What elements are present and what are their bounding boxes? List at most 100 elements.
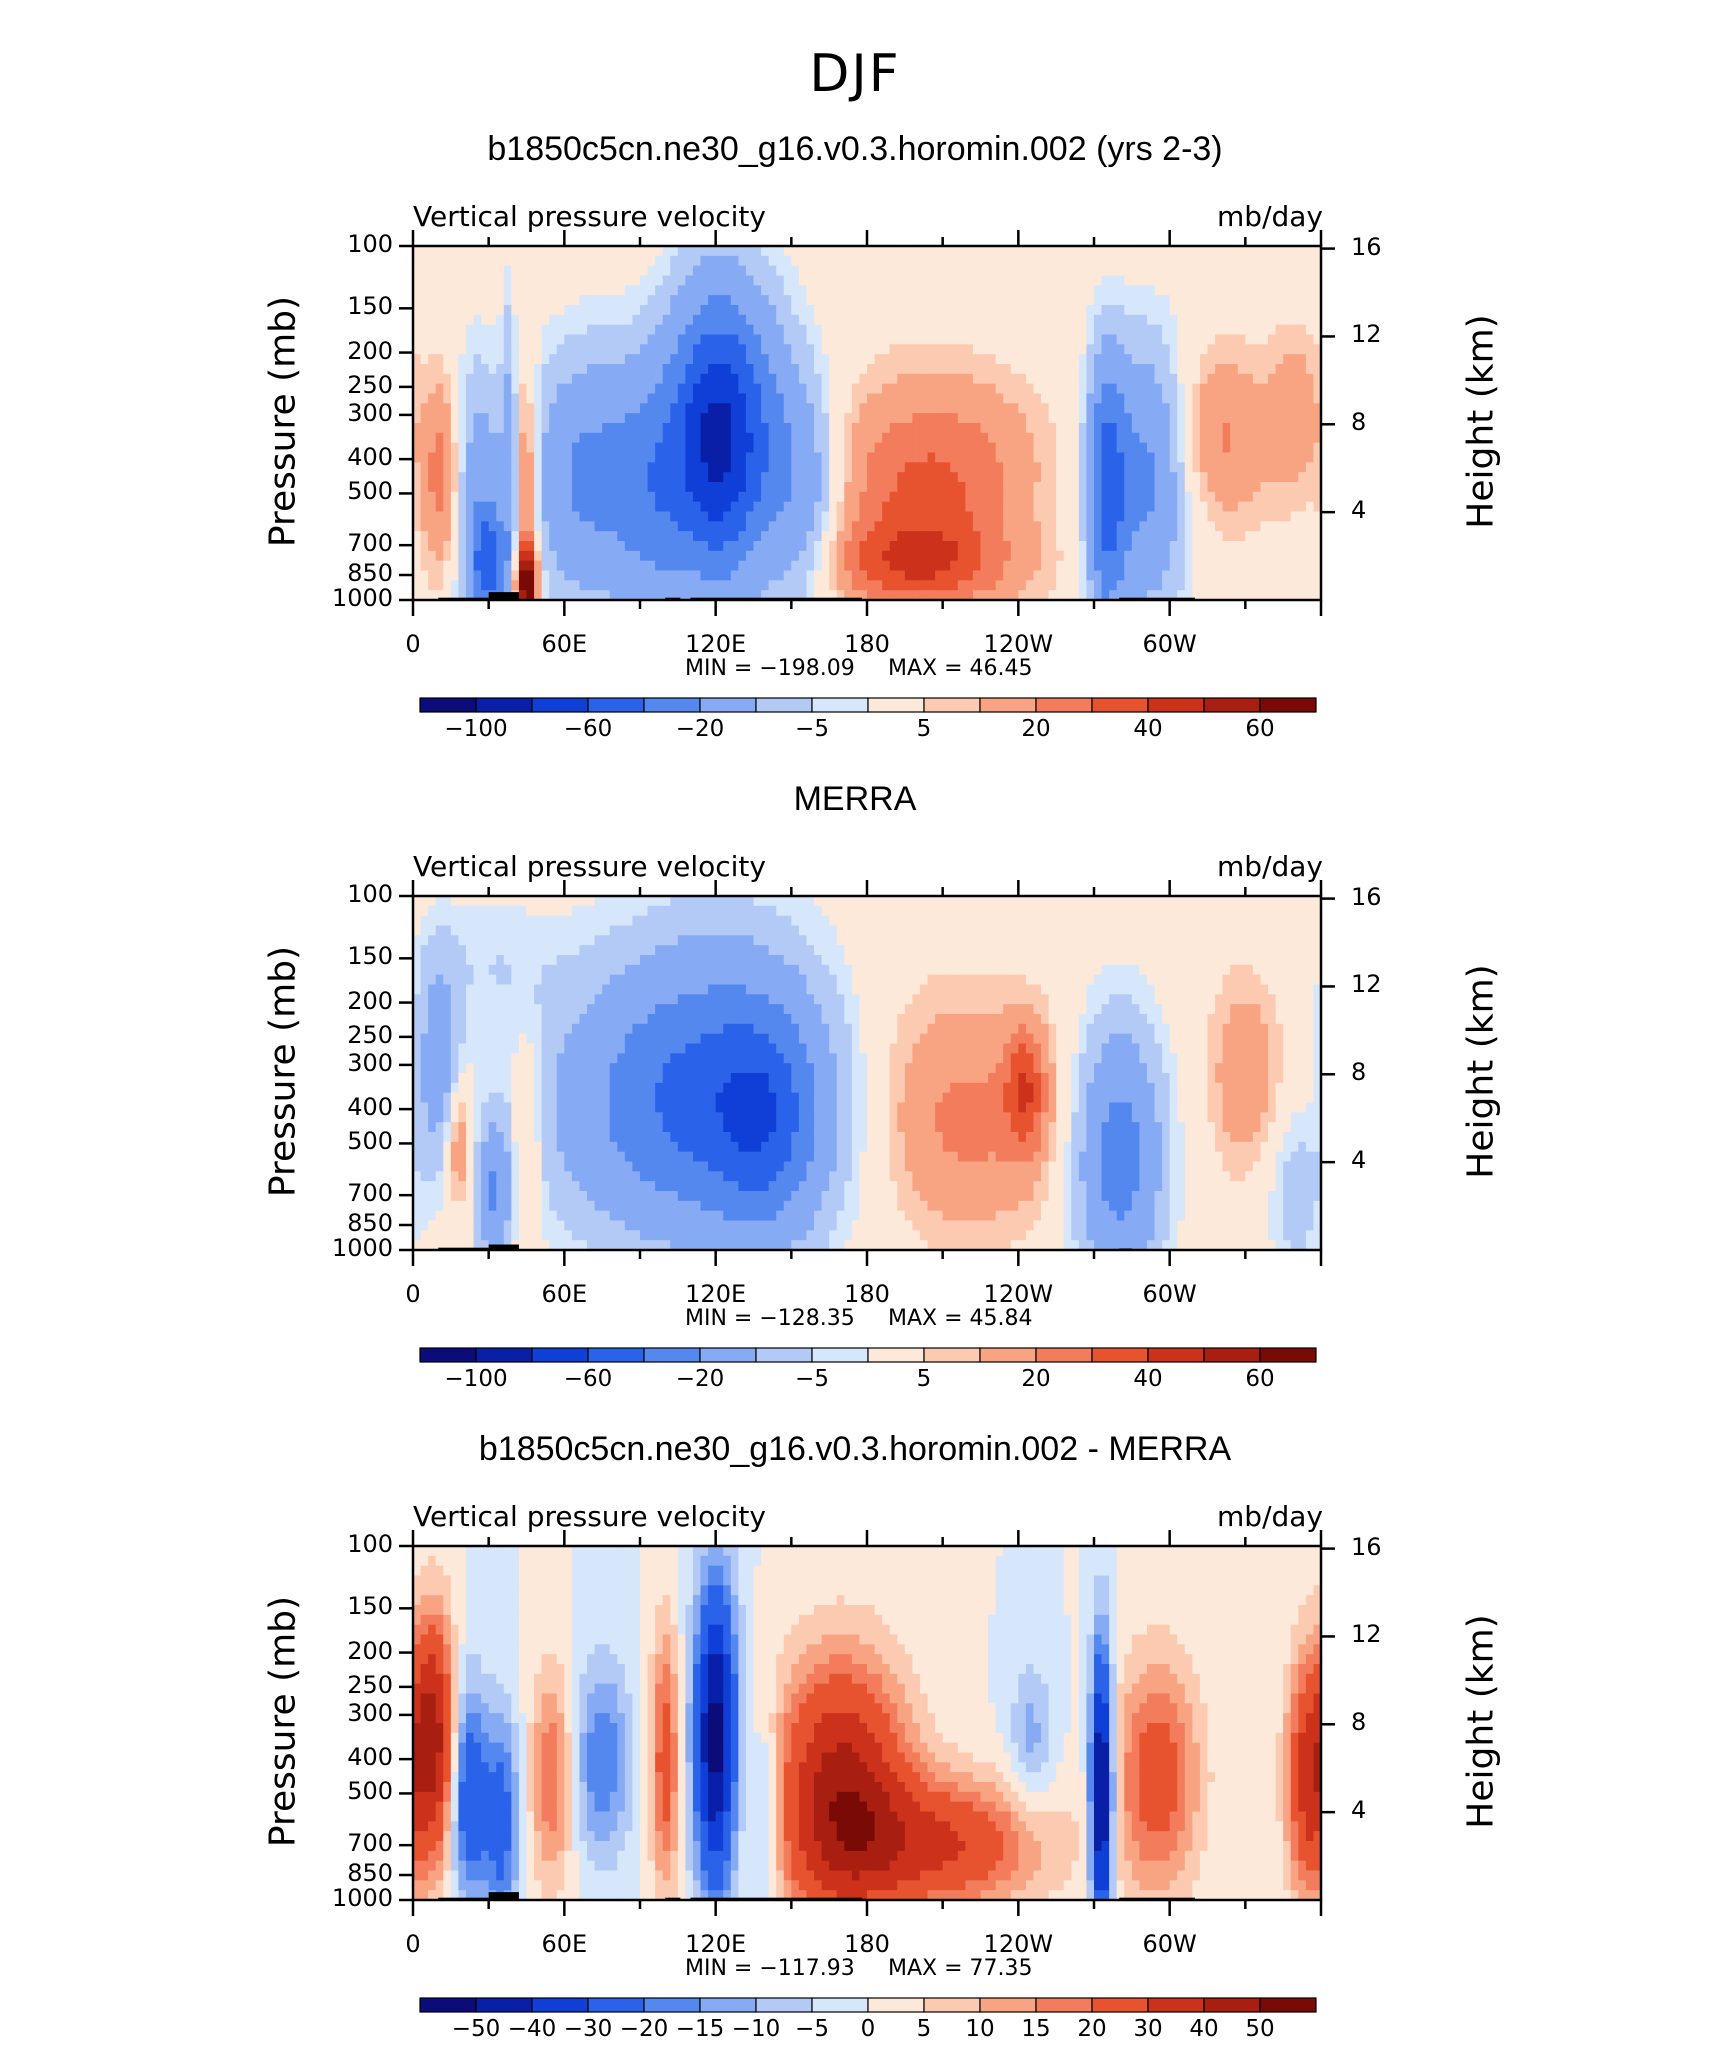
heat-cell (1306, 482, 1314, 492)
heat-cell (1185, 916, 1193, 926)
heat-cell (973, 354, 981, 364)
heat-cell (1291, 315, 1299, 325)
heat-cell (1185, 580, 1193, 590)
heat-cell (579, 394, 587, 404)
heat-cell (587, 492, 595, 502)
heat-cell (1094, 394, 1102, 404)
heat-cell (1071, 423, 1079, 433)
heat-cell (436, 482, 444, 492)
heat-cell (1109, 423, 1117, 433)
heat-cell (670, 276, 678, 286)
heat-cell (1208, 453, 1216, 463)
heat-cell (1245, 896, 1253, 906)
heat-cell (754, 384, 762, 394)
heat-cell (1003, 433, 1011, 443)
heat-cell (557, 531, 565, 541)
heat-cell (632, 580, 640, 590)
heat-cell (1276, 325, 1284, 335)
heat-cell (1041, 916, 1049, 926)
heat-cell (1245, 276, 1253, 286)
heat-cell (1253, 433, 1261, 443)
heat-cell (451, 325, 459, 335)
heat-cell (912, 512, 920, 522)
heat-cell (1064, 462, 1072, 472)
heat-cell (481, 403, 489, 413)
heat-cell (1041, 502, 1049, 512)
heat-cell (632, 246, 640, 256)
heat-cell (928, 906, 936, 916)
heat-cell (1170, 926, 1178, 936)
heat-cell (1086, 246, 1094, 256)
heat-cell (928, 561, 936, 571)
heat-cell (1253, 374, 1261, 384)
heat-cell (527, 896, 535, 906)
heat-cell (1117, 433, 1125, 443)
heat-cell (958, 295, 966, 305)
heat-cell (814, 916, 822, 926)
heat-cell (617, 935, 625, 945)
heat-cell (723, 896, 731, 906)
heat-cell (1291, 413, 1299, 423)
heat-cell (549, 305, 557, 315)
heat-cell (746, 561, 754, 571)
heat-cell (617, 344, 625, 354)
heat-cell (875, 433, 883, 443)
heat-cell (943, 492, 951, 502)
heat-cell (1026, 285, 1034, 295)
heat-cell (1018, 285, 1026, 295)
heat-cell (1094, 384, 1102, 394)
heat-cell (852, 512, 860, 522)
heat-cell (958, 926, 966, 936)
heat-cell (1298, 335, 1306, 345)
heat-cell (1185, 472, 1193, 482)
heat-cell (738, 305, 746, 315)
heat-cell (1132, 394, 1140, 404)
heat-cell (436, 394, 444, 404)
heat-cell (731, 413, 739, 423)
heat-cell (897, 512, 905, 522)
heat-cell (617, 521, 625, 531)
heat-cell (1147, 276, 1155, 286)
heat-cell (1177, 394, 1185, 404)
heat-cell (1177, 384, 1185, 394)
heat-cell (905, 325, 913, 335)
heat-cell (1162, 413, 1170, 423)
heat-cell (1276, 433, 1284, 443)
heat-cell (693, 344, 701, 354)
heat-cell (685, 295, 693, 305)
heat-cell (1162, 531, 1170, 541)
heat-cell (1026, 926, 1034, 936)
heat-cell (799, 521, 807, 531)
heat-cell (625, 482, 633, 492)
heat-cell (1230, 285, 1238, 295)
heat-cell (678, 305, 686, 315)
heat-cell (905, 443, 913, 453)
heat-cell (1079, 512, 1087, 522)
heat-cell (511, 443, 519, 453)
heat-cell (1094, 462, 1102, 472)
heat-cell (1139, 354, 1147, 364)
heat-cell (829, 364, 837, 374)
heat-cell (1223, 266, 1231, 276)
heat-cell (474, 935, 482, 945)
heat-cell (496, 482, 504, 492)
heat-cell (1094, 413, 1102, 423)
heat-cell (882, 443, 890, 453)
heat-cell (1215, 462, 1223, 472)
heat-cell (655, 531, 663, 541)
heat-cell (973, 472, 981, 482)
heat-cell (708, 512, 716, 522)
heat-cell (1079, 482, 1087, 492)
heat-cell (912, 482, 920, 492)
heat-cell (943, 580, 951, 590)
heat-cell (852, 492, 860, 502)
heat-cell (1071, 384, 1079, 394)
heat-cell (1071, 512, 1079, 522)
heat-cell (897, 374, 905, 384)
heat-cell (632, 502, 640, 512)
heat-cell (776, 502, 784, 512)
heat-cell (1147, 364, 1155, 374)
heat-cell (474, 580, 482, 590)
heat-cell (693, 266, 701, 276)
heat-cell (1192, 502, 1200, 512)
